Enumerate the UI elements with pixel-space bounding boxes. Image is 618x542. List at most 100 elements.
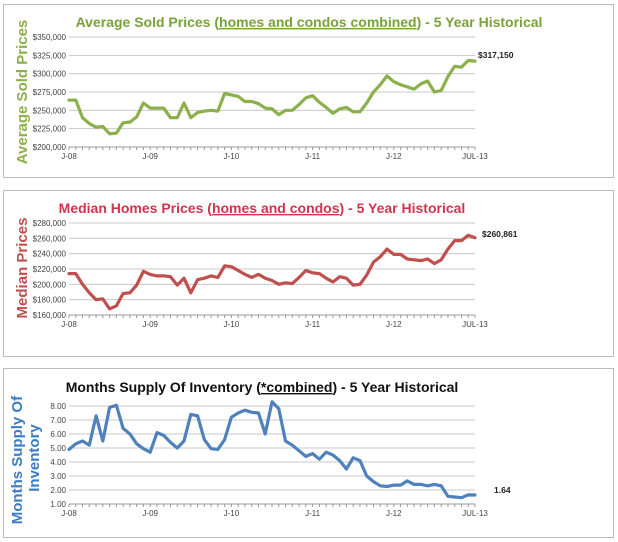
- data-point: [399, 253, 402, 256]
- data-point: [406, 85, 409, 89]
- data-point: [284, 109, 287, 112]
- data-point: [88, 291, 91, 294]
- data-point: [426, 257, 429, 261]
- data-point: [203, 277, 206, 280]
- y-tick-label: 7.00: [50, 416, 66, 425]
- data-point: [128, 432, 132, 436]
- x-tick-label: J-08: [61, 509, 77, 518]
- data-point: [67, 272, 71, 275]
- plot-area: $200,000 $225,000 $250,000 $275,000 $300,000…: [33, 33, 489, 161]
- data-point: [74, 98, 77, 102]
- data-point: [121, 427, 125, 430]
- data-point: [209, 447, 213, 450]
- data-point: [101, 297, 105, 301]
- data-point: [236, 95, 240, 98]
- data-point: [392, 483, 395, 487]
- data-point: [345, 467, 348, 471]
- data-point: [439, 258, 443, 261]
- data-point: [453, 495, 456, 499]
- data-point: [128, 120, 132, 124]
- data-point: [169, 441, 172, 444]
- data-point: [169, 116, 172, 119]
- data-point: [270, 400, 274, 403]
- data-point: [433, 90, 436, 94]
- data-point: [203, 109, 206, 113]
- data-point: [135, 115, 138, 119]
- y-tick-label: $260,000: [33, 234, 67, 243]
- data-point: [115, 404, 118, 407]
- x-tick-label: J-11: [305, 509, 321, 518]
- data-point: [264, 106, 267, 110]
- data-point: [88, 444, 91, 447]
- x-tick-label: JUL-13: [462, 152, 488, 161]
- data-point: [128, 291, 132, 294]
- y-axis-title: Average Sold Prices: [14, 20, 31, 165]
- title-part: Median Homes Prices (: [59, 200, 213, 216]
- data-point: [460, 239, 463, 242]
- x-tick-label: J-11: [305, 320, 321, 329]
- data-point: [236, 411, 240, 415]
- data-point: [304, 269, 308, 272]
- data-point: [196, 111, 199, 114]
- data-point: [115, 304, 118, 307]
- data-point: [182, 101, 186, 105]
- data-point: [196, 278, 199, 281]
- data-point: [358, 459, 362, 462]
- data-point: [338, 107, 341, 111]
- data-point: [223, 264, 226, 268]
- x-tick-label: J-10: [224, 152, 240, 161]
- data-point: [250, 100, 253, 103]
- data-point: [379, 255, 382, 258]
- data-point: [257, 102, 260, 105]
- data-point: [399, 483, 402, 487]
- y-tick-label: $200,000: [33, 280, 67, 289]
- data-point: [277, 407, 280, 410]
- data-point: [209, 274, 213, 278]
- data-point: [372, 260, 375, 264]
- y-tick-label: $350,000: [33, 33, 67, 42]
- x-tick-label: J-09: [142, 152, 158, 161]
- data-point: [331, 280, 335, 284]
- y-tick-label: 8.00: [50, 402, 66, 411]
- data-point: [352, 283, 355, 287]
- data-point: [372, 480, 375, 483]
- data-point: [264, 432, 267, 436]
- data-point: [304, 96, 308, 100]
- data-point: [121, 121, 125, 125]
- x-tick-label: J-08: [61, 152, 77, 161]
- data-point: [284, 281, 287, 284]
- chart-median-home-prices: Median Homes Prices (homes and condos) -…: [3, 190, 614, 357]
- plot-area: $160,000 $180,000 $200,000 $220,000 $240,000…: [33, 219, 489, 329]
- data-point: [149, 273, 152, 276]
- y-tick-label: 3.00: [50, 472, 66, 481]
- data-point: [257, 411, 260, 415]
- data-point: [460, 65, 463, 69]
- x-tick-label: J-12: [386, 509, 402, 518]
- data-point: [94, 414, 98, 417]
- data-point: [467, 493, 470, 497]
- x-tick-label: JUL-13: [462, 509, 488, 518]
- data-point: [358, 110, 362, 114]
- data-point: [223, 438, 226, 441]
- data-point: [250, 276, 253, 279]
- data-point: [331, 453, 335, 457]
- y-tick-label: 4.00: [50, 458, 66, 467]
- x-tick-label: J-08: [61, 320, 77, 329]
- chart-title: Average Sold Prices (homes and condos co…: [76, 14, 543, 30]
- data-point: [331, 112, 335, 115]
- data-point: [101, 125, 105, 128]
- chart-panel: [3, 4, 614, 178]
- data-point: [324, 277, 328, 280]
- data-point: [162, 106, 165, 110]
- data-point: [446, 75, 450, 78]
- data-point: [81, 283, 84, 286]
- title-part: ) - 5 Year Historical: [340, 200, 466, 216]
- data-point: [324, 106, 328, 109]
- y-tick-label: $225,000: [33, 125, 67, 134]
- data-point: [243, 409, 247, 412]
- data-point: [277, 283, 280, 286]
- data-point: [162, 434, 165, 437]
- data-point: [297, 449, 301, 452]
- data-point: [182, 439, 186, 443]
- data-point: [291, 444, 294, 447]
